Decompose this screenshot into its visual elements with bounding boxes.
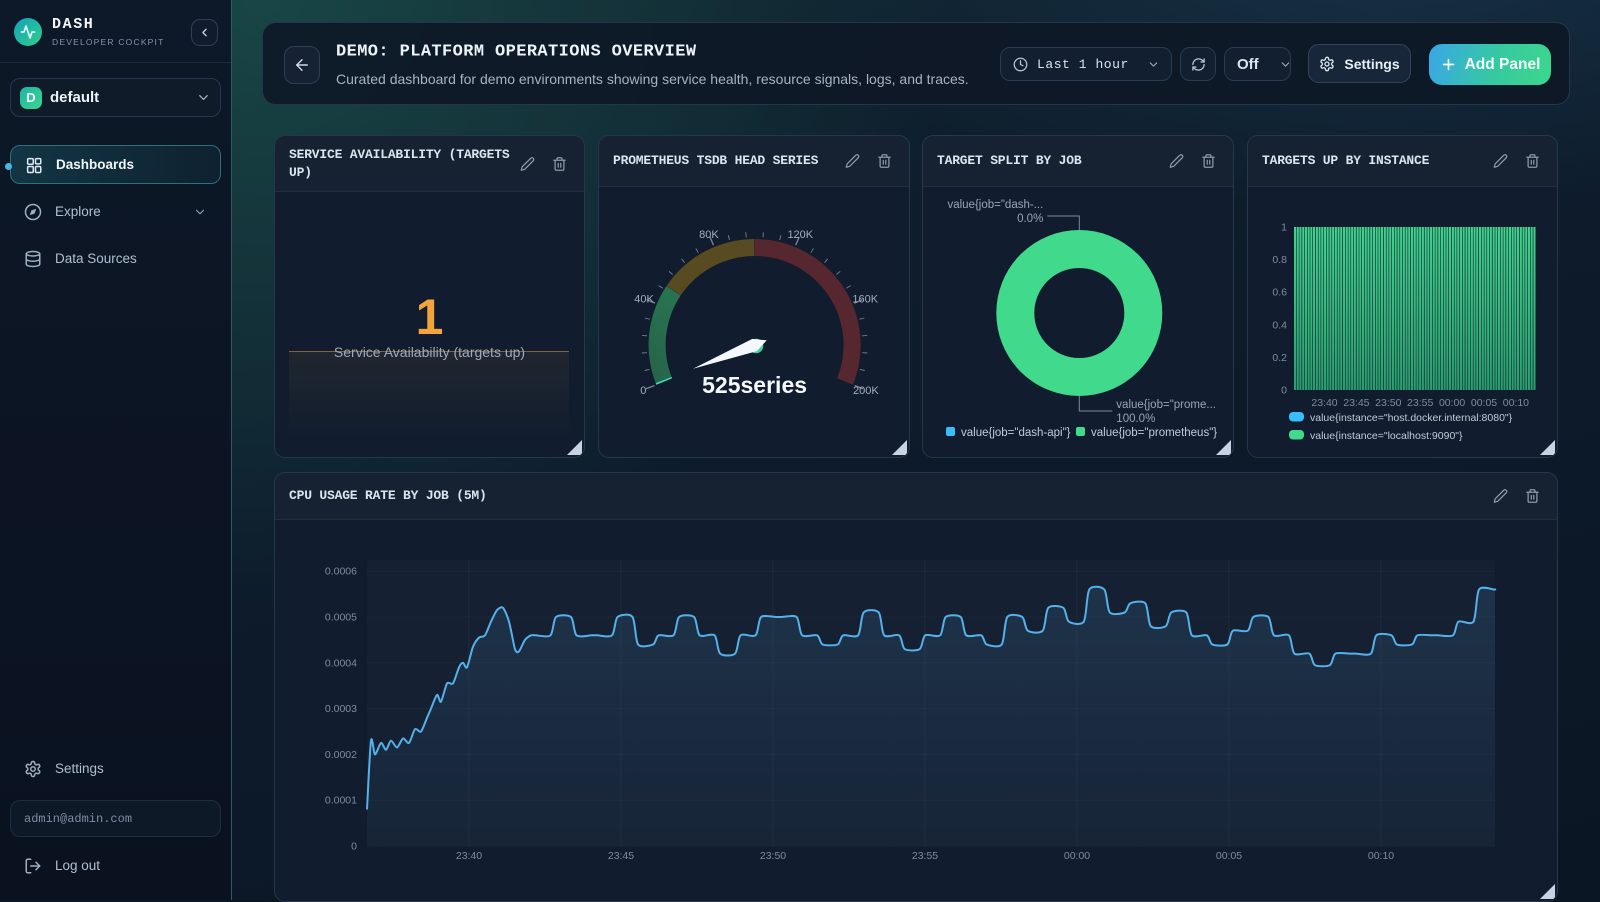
svg-text:value{job="prometheus"}: value{job="prometheus"} (1091, 427, 1217, 439)
svg-text:0: 0 (1281, 385, 1287, 397)
svg-text:00:05: 00:05 (1471, 397, 1497, 409)
svg-text:value{job="dash-api"}: value{job="dash-api"} (961, 427, 1071, 439)
svg-text:0.0004: 0.0004 (325, 657, 357, 669)
svg-text:0.0005: 0.0005 (325, 612, 357, 624)
svg-text:00:05: 00:05 (1216, 850, 1242, 862)
svg-text:0: 0 (351, 841, 357, 853)
svg-text:00:10: 00:10 (1368, 850, 1394, 862)
svg-text:0.0006: 0.0006 (325, 566, 357, 578)
svg-text:0.4: 0.4 (1272, 319, 1287, 331)
svg-text:23:45: 23:45 (608, 850, 634, 862)
svg-text:value{job="prome...: value{job="prome... (1116, 399, 1216, 411)
svg-text:23:40: 23:40 (1311, 397, 1337, 409)
svg-text:00:00: 00:00 (1064, 850, 1090, 862)
svg-text:23:50: 23:50 (760, 850, 786, 862)
svg-text:0.6: 0.6 (1272, 287, 1287, 299)
svg-text:80K: 80K (699, 229, 719, 241)
svg-text:160K: 160K (852, 294, 878, 306)
svg-text:0.0002: 0.0002 (325, 749, 357, 761)
svg-text:0.8: 0.8 (1272, 254, 1287, 266)
svg-text:0.0001: 0.0001 (325, 795, 357, 807)
svg-text:23:45: 23:45 (1343, 397, 1369, 409)
svg-text:23:55: 23:55 (912, 850, 938, 862)
svg-text:0.0003: 0.0003 (325, 703, 357, 715)
svg-text:value{instance="localhost:9090: value{instance="localhost:9090"} (1310, 430, 1463, 442)
svg-text:0.0%: 0.0% (1017, 213, 1043, 225)
svg-text:23:50: 23:50 (1375, 397, 1401, 409)
svg-text:120K: 120K (787, 229, 813, 241)
svg-text:value{job="dash-...: value{job="dash-... (947, 199, 1043, 211)
svg-text:525series: 525series (702, 372, 807, 398)
svg-text:23:40: 23:40 (456, 850, 482, 862)
svg-text:value{instance="host.docker.in: value{instance="host.docker.internal:808… (1310, 412, 1513, 424)
svg-text:100.0%: 100.0% (1116, 413, 1155, 425)
svg-text:40K: 40K (634, 294, 654, 306)
svg-text:00:00: 00:00 (1439, 397, 1465, 409)
svg-text:23:55: 23:55 (1407, 397, 1433, 409)
svg-text:200K: 200K (853, 385, 879, 397)
svg-text:00:10: 00:10 (1503, 397, 1529, 409)
svg-text:0.2: 0.2 (1272, 352, 1287, 364)
svg-text:1: 1 (1281, 222, 1287, 234)
svg-text:0: 0 (640, 385, 646, 397)
